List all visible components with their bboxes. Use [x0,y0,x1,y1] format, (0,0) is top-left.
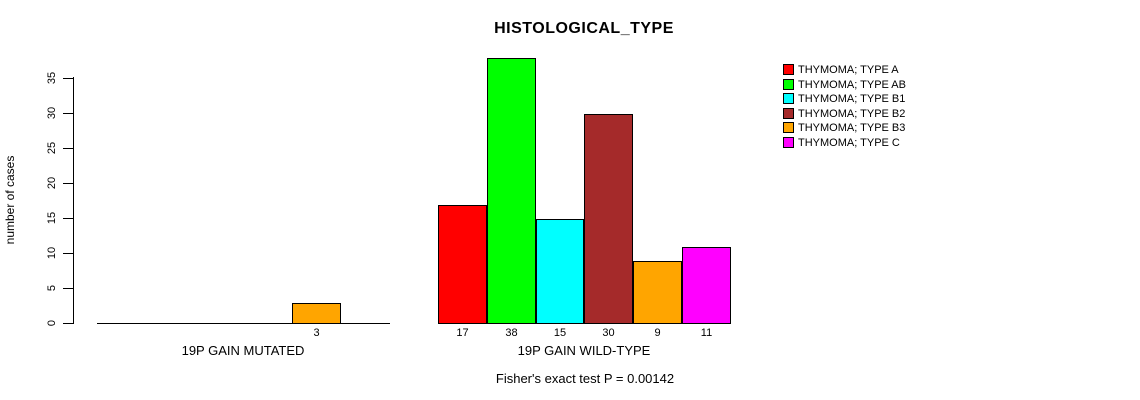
annotation-pvalue: Fisher's exact test P = 0.00142 [495,371,675,386]
bar-value-label: 15 [553,327,567,339]
y-axis-label: number of cases [3,155,17,245]
legend-label: THYMOMA; TYPE A [798,63,899,76]
bar-value-label: 30 [602,327,615,339]
bar-value-label: 11 [700,327,713,339]
bar-value-label: 3 [313,327,320,339]
legend-label: THYMOMA; TYPE B1 [798,92,906,105]
y-tick [63,113,73,114]
legend-item: THYMOMA; TYPE C [783,136,900,149]
chart-title: HISTOLOGICAL_TYPE [494,20,674,37]
y-tick [63,148,73,149]
y-tick-label: 10 [46,246,58,260]
y-tick-label: 0 [46,319,58,327]
legend-item: THYMOMA; TYPE B2 [783,107,905,120]
bar-value-label: 9 [654,327,661,339]
legend-item: THYMOMA; TYPE B1 [783,92,905,105]
x-axis-baseline [97,323,390,324]
legend-item: THYMOMA; TYPE B3 [783,121,905,134]
legend-item: THYMOMA; TYPE A [783,63,899,76]
y-tick-label: 30 [46,106,58,120]
y-tick-label: 25 [46,141,58,155]
bar [536,219,584,324]
legend-label: THYMOMA; TYPE B3 [798,121,906,134]
legend-swatch [783,64,794,75]
bar [292,303,341,324]
legend-label: THYMOMA; TYPE C [798,136,900,149]
y-tick [63,288,73,289]
bar [438,205,487,324]
legend-swatch [783,79,794,90]
bar [633,261,682,324]
y-tick [63,323,73,324]
y-tick-label: 35 [46,71,58,85]
bar [682,247,731,324]
legend-swatch [783,108,794,119]
group-label-mutated: 19P GAIN MUTATED [181,343,305,358]
legend-swatch [783,122,794,133]
y-tick [63,78,73,79]
bar-value-label: 38 [505,327,518,339]
bar [487,58,536,324]
legend-swatch [783,93,794,104]
bar-value-label: 17 [456,327,469,339]
group-label-wild-type: 19P GAIN WILD-TYPE [517,343,651,358]
y-tick [63,218,73,219]
legend-label: THYMOMA; TYPE AB [798,78,906,91]
bar [584,114,633,324]
y-tick-label: 5 [46,284,58,292]
y-tick-label: 15 [46,211,58,225]
legend-item: THYMOMA; TYPE AB [783,78,906,91]
legend-swatch [783,137,794,148]
y-tick [63,253,73,254]
legend-label: THYMOMA; TYPE B2 [798,107,906,120]
y-axis-line [73,77,74,324]
y-tick [63,183,73,184]
y-tick-label: 20 [46,176,58,190]
